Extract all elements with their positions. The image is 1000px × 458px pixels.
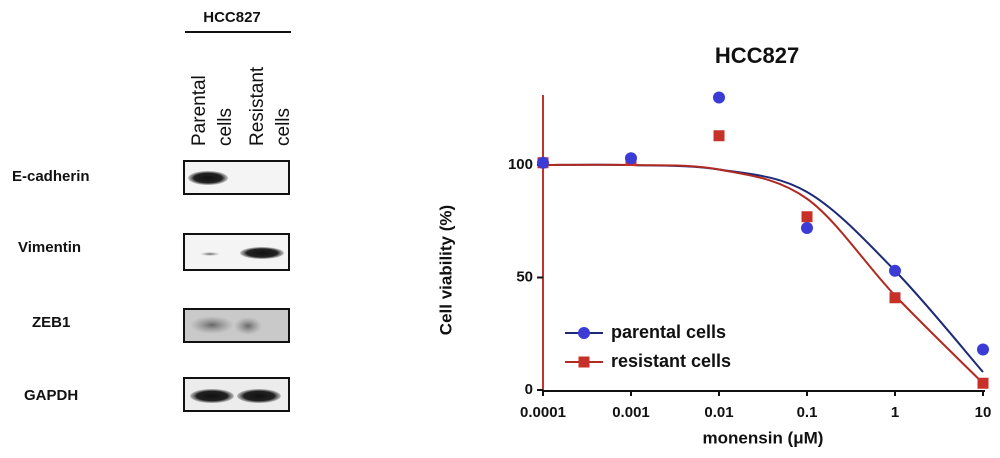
data-point [625,152,637,164]
blot-band [200,252,220,256]
data-point [890,292,901,303]
data-point [802,211,813,222]
column-label: Parental [189,75,210,146]
legend-marker [579,357,590,368]
data-point [714,130,725,141]
y-tick-label: 100 [508,156,533,173]
blot-band [190,316,234,334]
row-label: Vimentin [18,239,81,256]
x-axis-label: monensin (μM) [703,428,824,447]
x-tick-label: 1 [891,404,899,421]
fit-curve [543,165,983,372]
blot-panel: HCC827 Parental cells Resistant cells E-… [12,9,294,411]
blot-band [240,247,284,259]
x-tick-label: 0.1 [797,404,818,421]
row-label: ZEB1 [32,314,70,331]
chart-title: HCC827 [715,43,799,68]
x-tick-label: 0.001 [612,404,650,421]
x-tick-label: 10 [975,404,992,421]
figure: HCC827 Parental cells Resistant cells E-… [0,0,1000,458]
fit-curve [543,165,983,384]
blot-band [234,317,262,335]
column-label: cells [215,108,236,146]
data-point [537,157,549,169]
row-label: GAPDH [24,387,78,404]
data-point [889,265,901,277]
y-tick-label: 0 [525,381,533,398]
data-point [801,222,813,234]
data-point [978,378,989,389]
legend-marker [578,327,590,339]
blot-title: HCC827 [203,9,261,26]
blot-band [188,171,228,185]
data-point [713,92,725,104]
column-label: Resistant [247,66,268,146]
y-tick-label: 50 [516,268,533,285]
x-tick-label: 0.01 [704,404,733,421]
row-label: E-cadherin [12,168,90,185]
legend-label: resistant cells [611,351,731,371]
y-axis-label: Cell viability (%) [436,205,455,335]
blot-band [190,389,234,403]
legend-label: parental cells [611,322,726,342]
x-tick-label: 0.0001 [520,404,566,421]
blot-band [237,389,281,403]
column-label: cells [273,108,294,146]
data-point [977,344,989,356]
